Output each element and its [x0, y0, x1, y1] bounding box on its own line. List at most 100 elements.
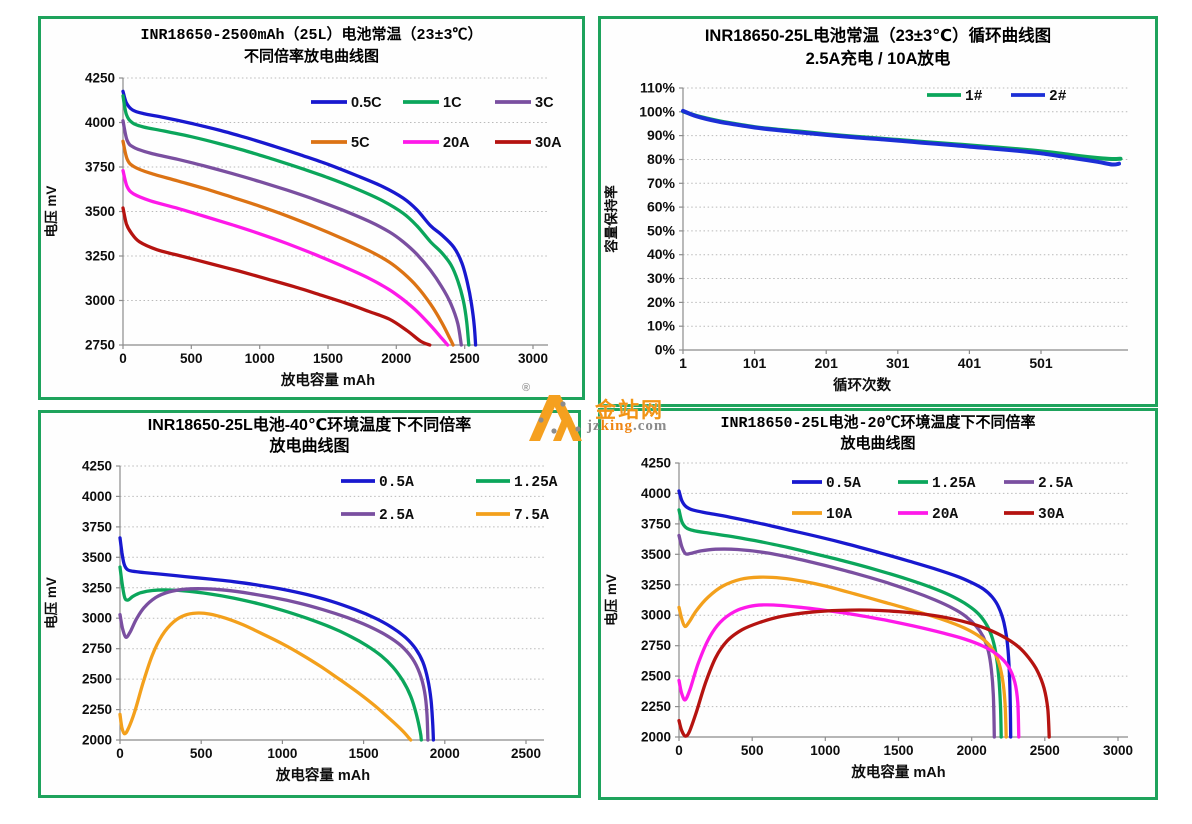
series-line-10A: [677, 575, 1008, 739]
y-tick-label: 2250: [641, 699, 671, 714]
y-tick-label: 100%: [639, 103, 675, 119]
y-tick-label: 3750: [82, 519, 112, 534]
y-tick-label: 90%: [647, 127, 676, 143]
x-tick-label: 500: [190, 746, 213, 761]
legend-label: 3C: [535, 95, 554, 111]
y-tick-label: 3250: [641, 577, 671, 592]
chart-title-block: INR18650-25L电池-40℃环境温度下不同倍率 放电曲线图: [41, 413, 578, 457]
legend-item-3C: 3C: [495, 95, 554, 111]
series-line-1C: [121, 94, 471, 347]
chart-panel-rate-discharge-minus40c: INR18650-25L电池-40℃环境温度下不同倍率 放电曲线图 2000 22…: [38, 410, 581, 798]
y-tick-label: 3250: [85, 249, 115, 264]
legend-item-2#: 2#: [1011, 89, 1067, 105]
y-tick-label: 3250: [82, 580, 112, 595]
y-axis-label: 电压 mV: [43, 577, 59, 629]
x-tick-label: 2500: [1030, 743, 1060, 758]
y-tick-label: 40%: [647, 246, 676, 262]
x-tick-label: 1000: [810, 743, 840, 758]
legend-item-30A: 30A: [1004, 507, 1064, 523]
y-tick-label: 3750: [641, 516, 671, 531]
y-tick-label: 2750: [85, 338, 115, 353]
series-line-2.5A: [118, 587, 430, 742]
x-tick-label: 401: [958, 355, 982, 371]
x-tick-label: 0: [119, 351, 127, 366]
y-tick-label: 4250: [82, 459, 112, 474]
x-tick-label: 2500: [511, 746, 541, 761]
y-tick-label: 50%: [647, 222, 676, 238]
chart-title-line2: 放电曲线图: [269, 438, 350, 455]
legend-item-1.25A: 1.25A: [898, 476, 976, 492]
legend-item-2.5A: 2.5A: [341, 508, 414, 524]
discharge-rate-plot-25c: 2750 3000 3250 3500 3750 4000 4250 0 500 1000 1500…: [43, 71, 562, 390]
y-tick-label: 4000: [85, 115, 115, 130]
x-tick-label: 101: [743, 355, 767, 371]
x-axis-label: 放电容量 mAh: [850, 763, 945, 781]
series-line-0.5A: [118, 536, 436, 742]
chart-title-line1: INR18650-25L电池常温（23±3℃）循环曲线图: [704, 27, 1052, 45]
legend-item-0.5A: 0.5A: [792, 476, 861, 492]
x-axis-label: 循环次数: [833, 376, 891, 394]
chart-panel-cycle-life: INR18650-25L电池常温（23±3℃）循环曲线图 2.5A充电 / 10…: [598, 16, 1158, 407]
x-tick-label: 2000: [381, 351, 411, 366]
legend-item-20A: 20A: [403, 135, 470, 151]
legend-label: 30A: [535, 135, 562, 151]
legend-item-5C: 5C: [311, 135, 370, 151]
series-line-2.5A: [677, 533, 996, 739]
y-tick-label: 0%: [655, 342, 676, 358]
series-line-7.5A: [118, 611, 413, 742]
y-tick-label: 3500: [82, 550, 112, 565]
y-tick-label: 110%: [640, 80, 676, 96]
y-axis-label: 电压 mV: [603, 574, 619, 626]
y-tick-label: 3750: [85, 160, 115, 175]
series-line-1.25A: [677, 508, 1003, 739]
x-tick-label: 1000: [267, 746, 297, 761]
x-tick-label: 3000: [1103, 743, 1133, 758]
legend-label: 2.5A: [379, 508, 414, 524]
series-line-30A: [677, 608, 1051, 739]
legend-item-1C: 1C: [403, 95, 462, 111]
x-tick-label: 2000: [430, 746, 460, 761]
chart-title-line2: 放电曲线图: [840, 436, 916, 453]
legend-label: 7.5A: [514, 508, 549, 524]
chart-panel-rate-discharge-25c: INR18650-2500mAh（25L）电池常温（23±3℃） 不同倍率放电曲…: [38, 16, 585, 400]
x-tick-label: 2000: [957, 743, 987, 758]
x-tick-label: 1500: [883, 743, 913, 758]
legend-label: 1C: [443, 95, 462, 111]
y-tick-label: 2250: [82, 702, 112, 717]
series-line-5C: [121, 139, 455, 347]
y-tick-label: 2000: [82, 733, 112, 748]
legend-item-7.5A: 7.5A: [476, 508, 549, 524]
series-line-1.25A: [118, 565, 423, 742]
chart-title-line1: INR18650-25L电池-20℃环境温度下不同倍率: [720, 415, 1036, 432]
legend-label: 0.5A: [826, 476, 861, 492]
legend-item-0.5A: 0.5A: [341, 475, 414, 491]
series-line-3C: [121, 119, 463, 347]
x-tick-label: 1500: [313, 351, 343, 366]
y-tick-label: 20%: [647, 294, 676, 310]
y-tick-label: 2750: [82, 641, 112, 656]
series-line-0.5C: [121, 89, 478, 347]
legend-label: 1#: [965, 89, 983, 105]
legend-item-0.5C: 0.5C: [311, 95, 382, 111]
x-tick-label: 3000: [518, 351, 548, 366]
chart-title-line1: INR18650-2500mAh（25L）电池常温（23±3℃）: [140, 27, 483, 44]
y-axis-label: 容量保持率: [603, 185, 619, 254]
chart-title-block: INR18650-25L电池-20℃环境温度下不同倍率 放电曲线图: [601, 411, 1155, 455]
x-tick-label: 500: [180, 351, 203, 366]
chart-title-block: INR18650-2500mAh（25L）电池常温（23±3℃） 不同倍率放电曲…: [41, 19, 582, 69]
legend-item-2.5A: 2.5A: [1004, 476, 1073, 492]
legend-label: 30A: [1038, 507, 1064, 523]
legend-label: 5C: [351, 135, 370, 151]
series-line-2#: [681, 108, 1121, 167]
y-tick-label: 4250: [641, 456, 671, 471]
x-axis-label: 放电容量 mAh: [275, 766, 370, 784]
legend-label: 0.5A: [379, 475, 414, 491]
legend-label: 20A: [443, 135, 470, 151]
discharge-rate-plot-minus20c: 2000 2250 2500 2750 3000 3250 3500 3750 4000 4250…: [603, 456, 1133, 782]
legend-label: 1.25A: [514, 475, 558, 491]
y-tick-label: 2750: [641, 638, 671, 653]
legend-item-20A: 20A: [898, 507, 958, 523]
x-tick-label: 1: [679, 355, 687, 371]
chart-title-line1: INR18650-25L电池-40℃环境温度下不同倍率: [147, 417, 472, 434]
